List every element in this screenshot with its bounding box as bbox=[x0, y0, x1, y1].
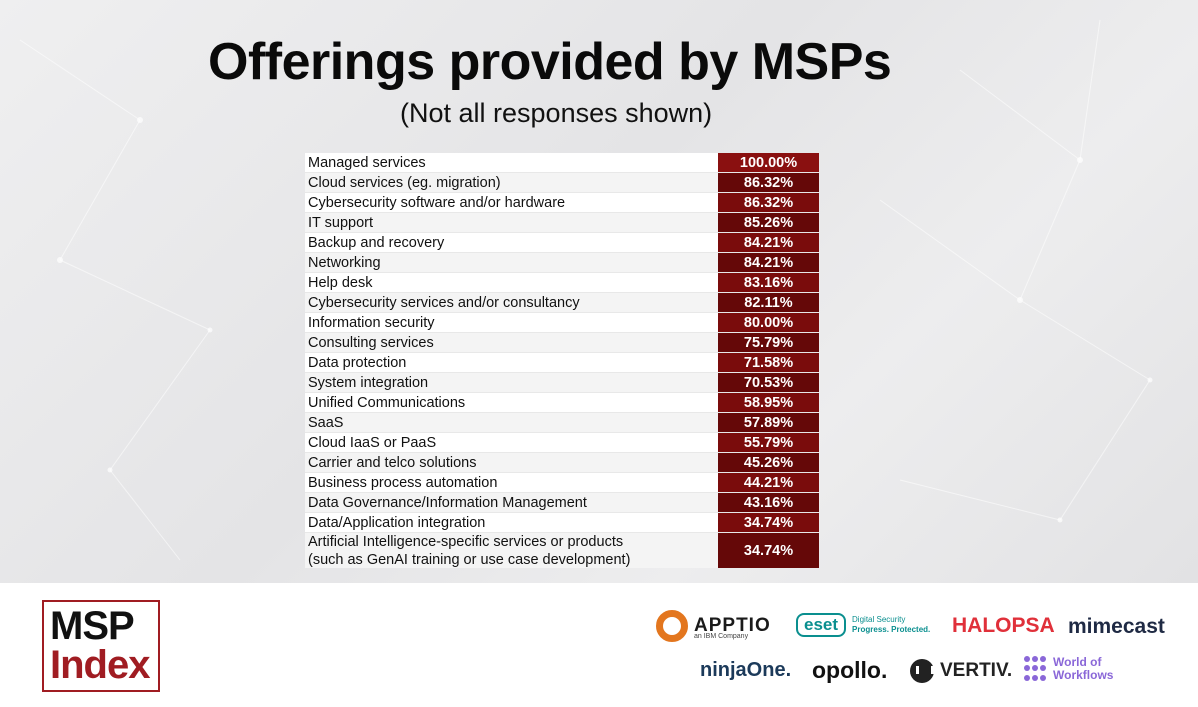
eset-logo: eset Digital Security Progress. Protecte… bbox=[796, 613, 930, 637]
world-of-workflows-logo: World of Workflows bbox=[1024, 656, 1113, 682]
table-row: Cloud services (eg. migration) 86.32% bbox=[305, 173, 819, 193]
row-label: Cloud services (eg. migration) bbox=[305, 173, 718, 192]
world-of-workflows-text: World of Workflows bbox=[1053, 656, 1113, 682]
offerings-table: Managed services 100.00% Cloud services (… bbox=[305, 153, 819, 568]
apptio-ring-icon bbox=[656, 610, 688, 642]
table-row: Backup and recovery 84.21% bbox=[305, 233, 819, 253]
row-value: 75.79% bbox=[718, 333, 819, 352]
row-label: SaaS bbox=[305, 413, 718, 432]
apptio-subtitle: an IBM Company bbox=[694, 633, 749, 640]
row-label: Backup and recovery bbox=[305, 233, 718, 252]
row-label: Cybersecurity services and/or consultanc… bbox=[305, 293, 718, 312]
apptio-name: APPTIO bbox=[694, 615, 771, 636]
network-pattern bbox=[0, 0, 1198, 583]
row-value: 55.79% bbox=[718, 433, 819, 452]
table-row: Business process automation 44.21% bbox=[305, 473, 819, 493]
row-value: 71.58% bbox=[718, 353, 819, 372]
vertiv-name: VERTIV. bbox=[940, 660, 1013, 681]
table-row: Artificial Intelligence-specific service… bbox=[305, 533, 819, 568]
row-value: 85.26% bbox=[718, 213, 819, 232]
apptio-logo: APPTIO an IBM Company bbox=[656, 610, 771, 642]
row-label: Consulting services bbox=[305, 333, 718, 352]
row-value: 84.21% bbox=[718, 233, 819, 252]
page-subtitle: (Not all responses shown) bbox=[400, 98, 713, 128]
table-row: System integration 70.53% bbox=[305, 373, 819, 393]
row-label-line1: Artificial Intelligence-specific service… bbox=[308, 533, 624, 550]
table-row: Networking 84.21% bbox=[305, 253, 819, 273]
halopsa-logo: HALOPSA bbox=[952, 614, 1055, 637]
eset-name: eset bbox=[796, 613, 847, 637]
row-value: 45.26% bbox=[718, 453, 819, 472]
wow-line1: World of bbox=[1053, 655, 1102, 669]
dots-grid-icon bbox=[1024, 656, 1048, 682]
table-row: Cloud IaaS or PaaS 55.79% bbox=[305, 433, 819, 453]
row-value: 86.32% bbox=[718, 193, 819, 212]
row-value: 83.16% bbox=[718, 273, 819, 292]
table-row: Cybersecurity software and/or hardware 86… bbox=[305, 193, 819, 213]
row-label: Cybersecurity software and/or hardware bbox=[305, 193, 718, 212]
row-value: 57.89% bbox=[718, 413, 819, 432]
table-row: Unified Communications 58.95% bbox=[305, 393, 819, 413]
eset-tag-line2: Progress. Protected. bbox=[852, 625, 931, 634]
row-value: 86.32% bbox=[718, 173, 819, 192]
row-label: System integration bbox=[305, 373, 718, 392]
table-row: Cybersecurity services and/or consultanc… bbox=[305, 293, 819, 313]
table-row: IT support 85.26% bbox=[305, 213, 819, 233]
row-label: Business process automation bbox=[305, 473, 718, 492]
table-row: Data/Application integration 34.74% bbox=[305, 513, 819, 533]
row-value: 80.00% bbox=[718, 313, 819, 332]
row-label: Carrier and telco solutions bbox=[305, 453, 718, 472]
table-row: Carrier and telco solutions 45.26% bbox=[305, 453, 819, 473]
row-label: Managed services bbox=[305, 153, 718, 172]
row-label: Artificial Intelligence-specific service… bbox=[305, 533, 718, 568]
row-value: 43.16% bbox=[718, 493, 819, 512]
row-label: IT support bbox=[305, 213, 718, 232]
row-value: 34.74% bbox=[718, 513, 819, 532]
row-label: Data protection bbox=[305, 353, 718, 372]
vertiv-logo: VERTIV. bbox=[910, 659, 1012, 683]
vertiv-mark-icon bbox=[910, 659, 934, 683]
eset-tagline: Digital Security Progress. Protected. bbox=[852, 615, 930, 635]
row-value: 34.74% bbox=[718, 533, 819, 568]
row-label: Data/Application integration bbox=[305, 513, 718, 532]
logo-line1: MSP bbox=[50, 604, 135, 648]
opollo-logo: opollo. bbox=[812, 657, 888, 683]
msp-index-logo: MSP Index bbox=[42, 600, 160, 692]
footer: MSP Index APPTIO an IBM Company eset Dig… bbox=[0, 583, 1198, 707]
row-label: Networking bbox=[305, 253, 718, 272]
row-value: 44.21% bbox=[718, 473, 819, 492]
row-label: Information security bbox=[305, 313, 718, 332]
table-row: SaaS 57.89% bbox=[305, 413, 819, 433]
row-label: Help desk bbox=[305, 273, 718, 292]
ninjaone-logo: ninjaOne. bbox=[700, 659, 792, 681]
row-label: Cloud IaaS or PaaS bbox=[305, 433, 718, 452]
eset-tag-line1: Digital Security bbox=[852, 615, 906, 624]
table-row: Consulting services 75.79% bbox=[305, 333, 819, 353]
row-label-line2: (such as GenAI training or use case deve… bbox=[308, 551, 631, 568]
row-value: 70.53% bbox=[718, 373, 819, 392]
mimecast-logo: mimecast bbox=[1068, 615, 1165, 638]
wow-line2: Workflows bbox=[1053, 668, 1114, 682]
row-label: Unified Communications bbox=[305, 393, 718, 412]
table-row: Information security 80.00% bbox=[305, 313, 819, 333]
table-row: Managed services 100.00% bbox=[305, 153, 819, 173]
row-value: 84.21% bbox=[718, 253, 819, 272]
table-row: Data Governance/Information Management 43… bbox=[305, 493, 819, 513]
row-value: 100.00% bbox=[718, 153, 819, 172]
table-row: Data protection 71.58% bbox=[305, 353, 819, 373]
logo-line2: Index bbox=[50, 643, 150, 687]
row-value: 58.95% bbox=[718, 393, 819, 412]
page-title: Offerings provided by MSPs bbox=[208, 33, 892, 91]
table-row: Help desk 83.16% bbox=[305, 273, 819, 293]
row-value: 82.11% bbox=[718, 293, 819, 312]
row-label: Data Governance/Information Management bbox=[305, 493, 718, 512]
